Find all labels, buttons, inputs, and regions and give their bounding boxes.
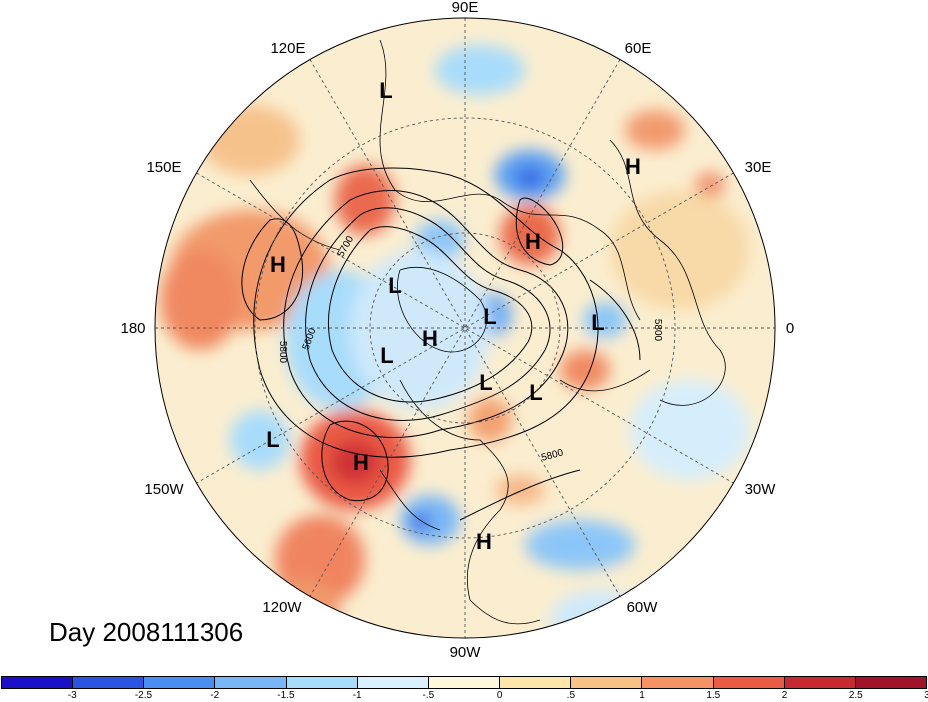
colorbar-segment xyxy=(784,677,856,688)
colorbar-tick-label: 0 xyxy=(496,690,503,701)
colorbar-segment xyxy=(500,677,572,688)
high-pressure-label: H xyxy=(422,326,438,351)
map-boundary xyxy=(154,17,776,639)
high-pressure-label: H xyxy=(353,450,369,475)
contour-value-label: 5800 xyxy=(652,319,663,342)
colorbar-labels: -3 -2.5 -2 -1.5 -1 -.5 0 .5 1 1.5 2 2.5 3 xyxy=(1,690,928,702)
high-pressure-label: H xyxy=(476,529,492,554)
colorbar-tick-label: 2 xyxy=(781,690,788,701)
longitude-label: 30E xyxy=(745,159,772,176)
colorbar-segment xyxy=(713,677,785,688)
colorbar-segment xyxy=(73,677,145,688)
longitude-label: 30W xyxy=(745,481,777,498)
colorbar-tick-label: 2.5 xyxy=(848,690,863,701)
high-pressure-label: H xyxy=(270,252,286,277)
longitude-label: 120W xyxy=(262,599,302,616)
longitude-label: 0 xyxy=(786,320,794,337)
colorbar-segment xyxy=(286,677,358,688)
coastlines xyxy=(249,39,726,625)
colorbar-tick-label: 3 xyxy=(924,690,928,701)
low-pressure-label: L xyxy=(380,343,393,368)
longitude-label: 60E xyxy=(625,40,652,57)
colorbar-segment xyxy=(215,677,287,688)
high-pressure-label: H xyxy=(525,229,541,254)
longitude-label: 90W xyxy=(450,644,482,661)
colorbar-segment xyxy=(571,677,643,688)
longitude-label: 60W xyxy=(627,599,659,616)
contour-value-label: 5800 xyxy=(277,341,288,364)
longitude-label: 90E xyxy=(452,0,479,16)
colorbar xyxy=(1,676,927,689)
colorbar-segment xyxy=(144,677,216,688)
map-title: Day 2008111306 xyxy=(49,617,244,647)
colorbar-segment xyxy=(2,677,74,688)
colorbar-segment xyxy=(357,677,429,688)
low-pressure-label: L xyxy=(529,380,542,405)
low-pressure-label: L xyxy=(483,304,496,329)
low-pressure-label: L xyxy=(388,273,401,298)
longitude-label: 150E xyxy=(146,159,181,176)
high-pressure-label: H xyxy=(625,154,641,179)
colorbar-tick-label: -1.5 xyxy=(277,690,295,701)
colorbar-tick-label: .5 xyxy=(566,690,576,701)
low-pressure-label: L xyxy=(266,427,279,452)
longitude-label: 120E xyxy=(270,40,305,57)
colorbar-segment xyxy=(642,677,714,688)
low-pressure-label: L xyxy=(591,310,604,335)
low-pressure-label: L xyxy=(479,370,492,395)
colorbar-segment xyxy=(855,677,927,688)
longitude-label: 180 xyxy=(120,320,145,337)
colorbar-tick-label: 1.5 xyxy=(706,690,721,701)
longitude-label: 150W xyxy=(144,481,184,498)
colorbar-tick-label: -.5 xyxy=(422,690,435,701)
colorbar-tick-label: -1 xyxy=(352,690,362,701)
colorbar-tick-label: -3 xyxy=(67,690,77,701)
colorbar-segment xyxy=(428,677,501,688)
colorbar-tick-label: -2.5 xyxy=(134,690,153,701)
graticule xyxy=(155,18,775,638)
low-pressure-label: L xyxy=(379,78,392,103)
anomaly-field xyxy=(155,18,775,638)
longitude-labels: 90E 60E 30E 0 30W 60W 90W 120W 150W 180 150E 120E xyxy=(120,0,794,661)
colorbar-tick-label: 1 xyxy=(639,690,645,701)
pressure-center-labels: L H H H L L H L L L L L H H xyxy=(266,78,641,554)
colorbar-tick-label: -2 xyxy=(210,690,220,701)
